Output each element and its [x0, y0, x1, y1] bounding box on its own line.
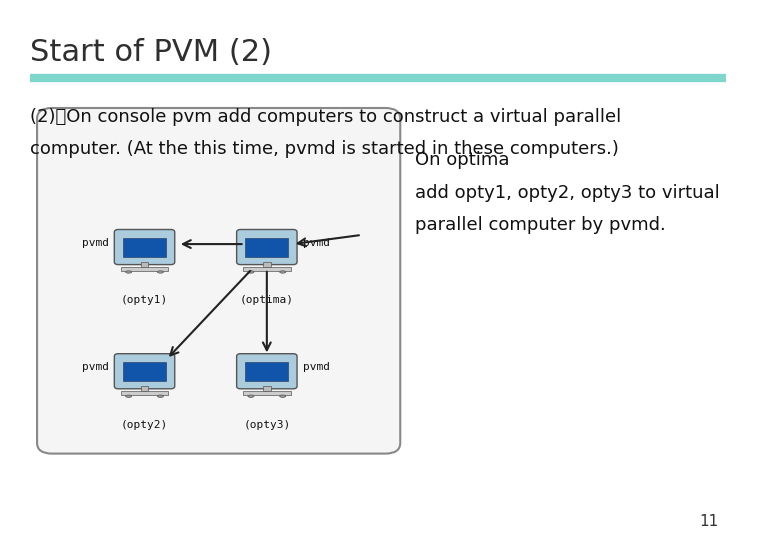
Bar — [141, 386, 148, 391]
FancyBboxPatch shape — [37, 108, 400, 454]
Text: add opty1, opty2, opty3 to virtual: add opty1, opty2, opty3 to virtual — [415, 184, 720, 201]
Bar — [243, 392, 291, 395]
Text: pvmd: pvmd — [303, 238, 330, 248]
Text: computer. (At the this time, pvmd is started in these computers.): computer. (At the this time, pvmd is sta… — [30, 140, 619, 158]
Bar — [263, 386, 271, 391]
FancyBboxPatch shape — [245, 362, 289, 381]
Text: pvmd: pvmd — [303, 362, 330, 372]
Ellipse shape — [248, 271, 254, 273]
Ellipse shape — [126, 271, 132, 273]
Ellipse shape — [158, 271, 164, 273]
Bar — [121, 267, 168, 271]
FancyBboxPatch shape — [115, 230, 175, 265]
Text: (opty1): (opty1) — [121, 295, 168, 306]
Ellipse shape — [126, 395, 132, 397]
Text: pvmd: pvmd — [82, 362, 108, 372]
FancyBboxPatch shape — [123, 238, 166, 256]
Ellipse shape — [248, 395, 254, 397]
Ellipse shape — [280, 395, 285, 397]
Text: (opty2): (opty2) — [121, 420, 168, 430]
FancyBboxPatch shape — [115, 354, 175, 389]
Bar — [263, 262, 271, 267]
Text: On optima: On optima — [415, 151, 509, 169]
Bar — [141, 262, 148, 267]
FancyBboxPatch shape — [236, 354, 297, 389]
Text: Start of PVM (2): Start of PVM (2) — [30, 38, 271, 67]
FancyBboxPatch shape — [123, 362, 166, 381]
Bar — [121, 392, 168, 395]
Text: (2)　On console pvm add computers to construct a virtual parallel: (2) On console pvm add computers to cons… — [30, 108, 621, 126]
FancyBboxPatch shape — [245, 238, 289, 256]
FancyBboxPatch shape — [236, 230, 297, 265]
Ellipse shape — [158, 395, 164, 397]
Ellipse shape — [280, 271, 285, 273]
Text: (opty3): (opty3) — [243, 420, 290, 430]
Text: pvmd: pvmd — [82, 238, 108, 248]
Text: 11: 11 — [700, 514, 719, 529]
Bar — [243, 267, 291, 271]
Text: parallel computer by pvmd.: parallel computer by pvmd. — [415, 216, 666, 234]
Text: (optima): (optima) — [239, 295, 294, 306]
